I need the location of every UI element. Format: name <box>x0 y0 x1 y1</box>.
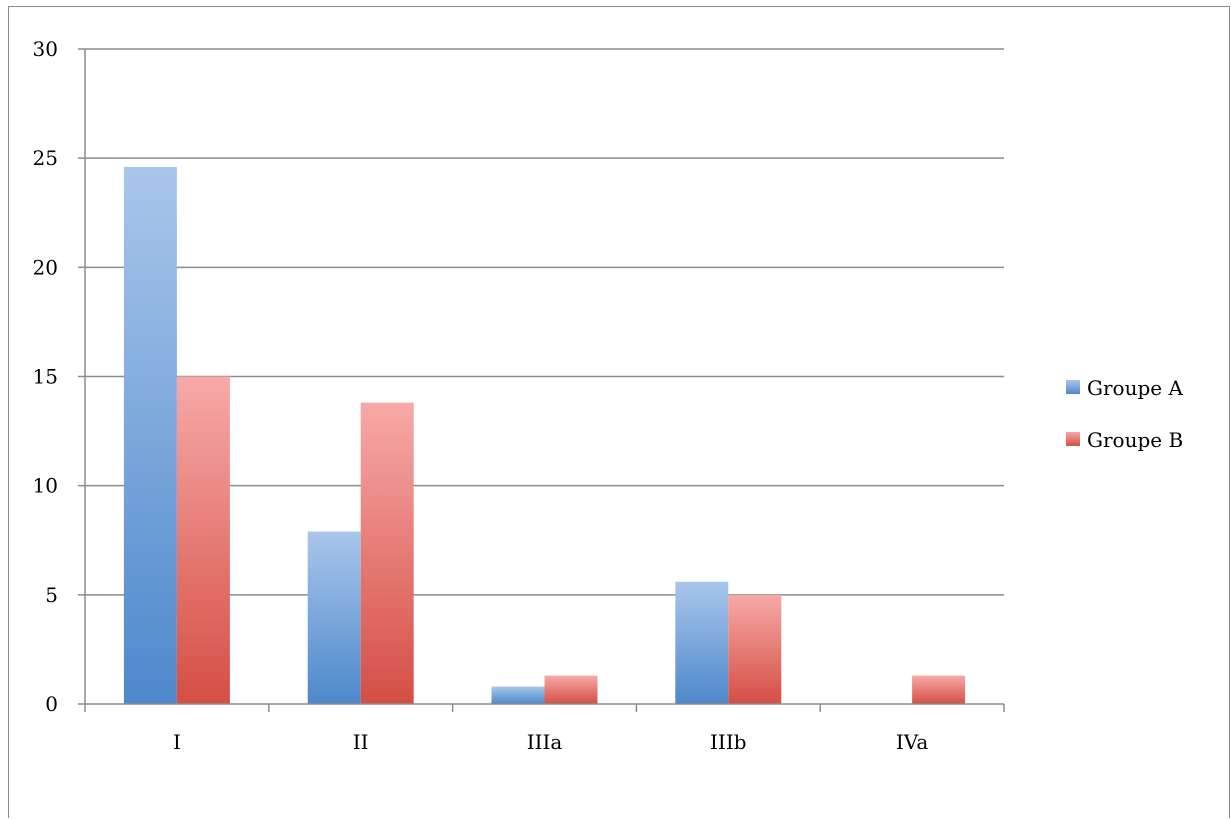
bar-groupe-b-ii <box>360 402 414 704</box>
y-tick-label: 25 <box>33 146 58 170</box>
x-tick-label: I <box>173 730 181 754</box>
y-tick-label: 30 <box>33 37 58 61</box>
legend-label: Groupe B <box>1087 428 1183 452</box>
bar-groupe-b-iva <box>912 675 966 704</box>
x-tick-label: IVa <box>896 730 929 754</box>
gridlines <box>85 48 1004 596</box>
bar-groupe-a-iiib <box>675 581 729 704</box>
x-tick-label: IIIb <box>710 730 747 754</box>
bar-groupe-a-i <box>123 166 177 704</box>
bar-groupe-b-iiib <box>728 594 782 704</box>
legend-label: Groupe A <box>1087 376 1183 400</box>
y-tick-label: 10 <box>33 474 58 498</box>
legend-swatch <box>1066 380 1080 394</box>
bar-groupe-a-ii <box>307 531 361 704</box>
y-tick-label: 20 <box>33 255 58 279</box>
legend: Groupe A Groupe B <box>1066 376 1183 452</box>
bar-groupe-a-iiia <box>491 686 545 704</box>
y-tick-label: 5 <box>45 583 58 607</box>
bars <box>123 166 966 704</box>
bar-groupe-b-i <box>176 376 230 704</box>
y-tick-label: 0 <box>45 692 58 716</box>
x-tick-label: II <box>353 730 369 754</box>
x-tick-label: IIIa <box>527 730 563 754</box>
y-tick-label: 15 <box>33 365 58 389</box>
bar-groupe-b-iiia <box>544 675 598 704</box>
legend-swatch <box>1066 432 1080 446</box>
